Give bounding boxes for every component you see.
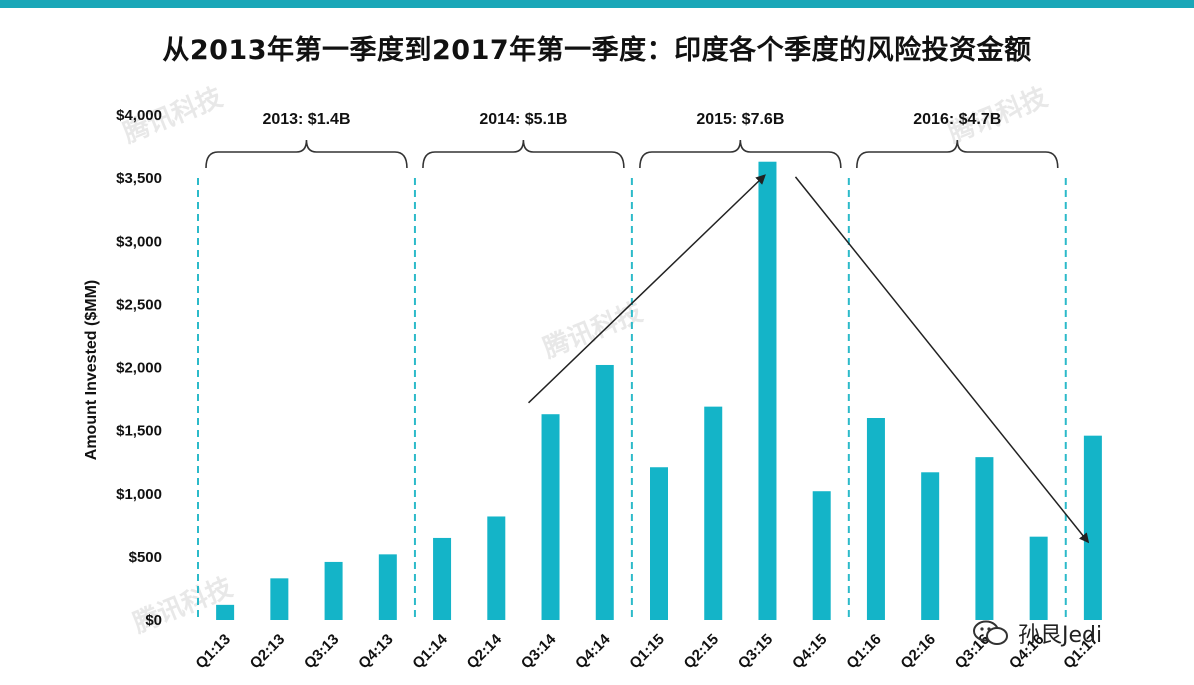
y-tick-label: $1,500 bbox=[116, 423, 162, 440]
x-tick-label: Q2:14 bbox=[464, 630, 506, 672]
x-tick-label: Q1:15 bbox=[626, 631, 668, 673]
bar-Q2-16 bbox=[921, 472, 940, 620]
bar-Q2-15 bbox=[704, 406, 723, 620]
author-badge: 孙艮Jedi bbox=[972, 617, 1102, 649]
year-brace bbox=[422, 139, 625, 169]
y-axis-title: Amount Invested ($MM) bbox=[83, 280, 100, 460]
y-tick-label: $1,000 bbox=[116, 486, 162, 503]
y-tick-label: $4,000 bbox=[116, 107, 162, 124]
bar-Q3-16 bbox=[975, 457, 994, 620]
bar-Q4-15 bbox=[812, 491, 831, 620]
bar-Q4-13 bbox=[378, 554, 397, 620]
bar-Q4-16 bbox=[1029, 536, 1048, 620]
year-total-label: 2016: $4.7B bbox=[913, 111, 1001, 128]
bar-Q1-14 bbox=[433, 537, 452, 620]
x-tick-label: Q2:13 bbox=[247, 631, 289, 673]
bar-Q3-14 bbox=[541, 414, 560, 620]
bar-Q1-15 bbox=[650, 467, 668, 620]
x-tick-label: Q3:14 bbox=[518, 630, 560, 672]
bar-Q4-14 bbox=[595, 364, 614, 620]
x-tick-label: Q2:15 bbox=[681, 631, 723, 673]
x-tick-label: Q1:13 bbox=[192, 631, 234, 673]
x-tick-label: Q1:14 bbox=[409, 630, 451, 672]
author-name: 孙艮Jedi bbox=[1018, 623, 1103, 648]
bar-Q2-14 bbox=[487, 516, 506, 620]
bar-Q3-13 bbox=[324, 561, 343, 620]
year-brace bbox=[205, 139, 408, 169]
y-tick-label: $2,000 bbox=[116, 360, 162, 377]
top-accent-bar bbox=[0, 0, 1194, 8]
bar-Q1-17 bbox=[1083, 435, 1102, 620]
bar-Q1-13 bbox=[216, 604, 235, 620]
bar-Q1-16 bbox=[866, 418, 885, 620]
y-tick-label: $2,500 bbox=[116, 296, 162, 313]
x-tick-label: Q4:14 bbox=[572, 630, 614, 672]
year-total-label: 2013: $1.4B bbox=[262, 111, 350, 128]
trend-arrow bbox=[528, 174, 766, 404]
bar-Q3-15 bbox=[758, 161, 777, 620]
x-tick-label: Q2:16 bbox=[897, 631, 939, 673]
year-brace bbox=[639, 139, 842, 169]
trend-arrow bbox=[794, 176, 1090, 544]
y-tick-label: $3,000 bbox=[116, 233, 162, 250]
y-tick-label: $3,500 bbox=[116, 170, 162, 187]
bar-Q2-13 bbox=[270, 578, 289, 620]
year-total-label: 2014: $5.1B bbox=[479, 111, 567, 128]
x-tick-label: Q3:13 bbox=[301, 631, 343, 673]
x-tick-label: Q4:13 bbox=[355, 631, 397, 673]
y-tick-label: $500 bbox=[129, 549, 162, 566]
y-tick-label: $0 bbox=[145, 612, 162, 629]
year-brace bbox=[856, 139, 1059, 169]
year-total-label: 2015: $7.6B bbox=[696, 111, 784, 128]
x-tick-label: Q1:16 bbox=[843, 631, 885, 673]
x-tick-label: Q4:15 bbox=[789, 631, 831, 673]
x-tick-label: Q3:15 bbox=[735, 631, 777, 673]
wechat-icon bbox=[973, 620, 1008, 645]
chart-title: 从2013年第一季度到2017年第一季度：印度各个季度的风险投资金额 bbox=[162, 35, 1032, 66]
